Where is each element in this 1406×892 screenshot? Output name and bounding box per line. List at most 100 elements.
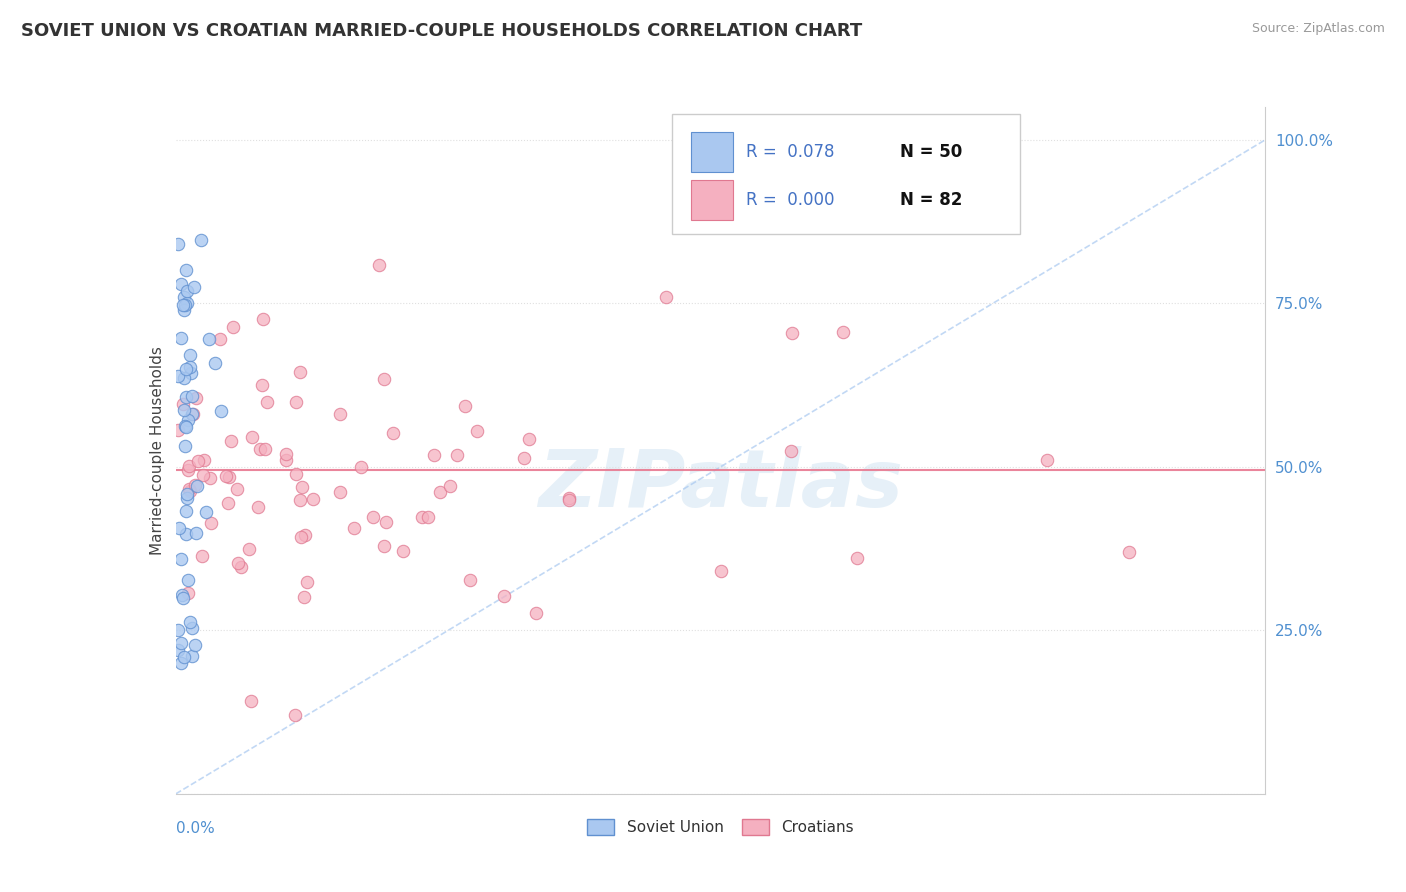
Text: SOVIET UNION VS CROATIAN MARRIED-COUPLE HOUSEHOLDS CORRELATION CHART: SOVIET UNION VS CROATIAN MARRIED-COUPLE … (21, 22, 862, 40)
Point (845, 551, 868, 566)
Point (172, 397, 194, 411)
Point (276, 453, 298, 467)
Point (423, 449, 446, 463)
Point (173, 419, 195, 434)
Point (252, 312, 274, 326)
Point (1036, 453, 1059, 467)
Point (181, 621, 204, 635)
Point (1118, 545, 1140, 559)
Text: Source: ZipAtlas.com: Source: ZipAtlas.com (1251, 22, 1385, 36)
Point (349, 460, 371, 475)
Point (180, 367, 202, 381)
Point (167, 520, 190, 534)
Point (373, 539, 395, 553)
Point (174, 439, 197, 453)
Point (183, 407, 205, 421)
Point (170, 331, 193, 345)
Point (285, 395, 308, 409)
Point (181, 407, 204, 421)
Point (226, 556, 249, 570)
Point (179, 360, 201, 375)
Point (295, 574, 318, 589)
Point (179, 615, 201, 630)
Point (453, 399, 475, 413)
Text: R =  0.000: R = 0.000 (745, 191, 834, 209)
Point (170, 656, 193, 670)
Text: N = 50: N = 50 (900, 143, 963, 161)
Point (180, 389, 202, 403)
Point (367, 258, 389, 272)
Point (186, 391, 208, 405)
Text: R =  0.078: R = 0.078 (745, 143, 834, 161)
Point (176, 284, 198, 298)
Point (238, 542, 260, 557)
Point (177, 462, 200, 476)
Point (177, 459, 200, 474)
Point (226, 483, 249, 497)
Point (284, 708, 307, 723)
Point (173, 302, 195, 317)
Point (247, 500, 270, 514)
Point (200, 516, 222, 530)
Point (294, 527, 316, 541)
Point (217, 496, 239, 510)
Point (173, 298, 195, 312)
Point (524, 607, 547, 621)
Point (831, 325, 853, 339)
Point (179, 349, 201, 363)
Point (249, 442, 271, 456)
Point (193, 452, 215, 467)
Point (167, 369, 190, 384)
Point (174, 526, 197, 541)
Point (198, 471, 221, 485)
Point (209, 404, 232, 418)
Point (222, 320, 245, 334)
Point (170, 589, 193, 603)
Point (290, 529, 312, 543)
Point (290, 492, 312, 507)
Y-axis label: Married-couple Households: Married-couple Households (149, 346, 165, 555)
Point (231, 560, 253, 574)
Point (170, 277, 193, 291)
Point (173, 649, 195, 664)
Point (174, 504, 197, 518)
Point (285, 467, 308, 481)
Point (274, 447, 297, 461)
Point (187, 453, 209, 467)
Point (183, 279, 205, 293)
Point (174, 361, 197, 376)
Point (343, 521, 366, 535)
Point (179, 484, 201, 499)
Point (655, 290, 678, 304)
Legend: Soviet Union, Croatians: Soviet Union, Croatians (581, 813, 860, 841)
Point (184, 638, 207, 652)
Point (361, 510, 384, 524)
Point (239, 694, 262, 708)
Point (439, 479, 461, 493)
Point (180, 649, 202, 664)
Point (411, 510, 433, 524)
Text: 0.0%: 0.0% (176, 822, 215, 837)
Point (492, 590, 515, 604)
Point (465, 424, 488, 438)
Point (218, 470, 240, 484)
Point (429, 485, 451, 500)
Point (177, 574, 200, 588)
Point (240, 430, 263, 444)
Point (167, 423, 190, 437)
Point (198, 332, 221, 346)
Point (780, 326, 803, 340)
FancyBboxPatch shape (692, 132, 733, 171)
Point (219, 434, 242, 449)
Point (174, 298, 197, 312)
FancyBboxPatch shape (692, 180, 733, 219)
Point (250, 377, 273, 392)
Point (186, 526, 208, 541)
Point (558, 491, 581, 505)
Point (446, 448, 468, 462)
Point (558, 492, 581, 507)
Point (177, 585, 200, 599)
Point (328, 485, 350, 500)
Point (373, 372, 395, 386)
Point (174, 390, 197, 404)
